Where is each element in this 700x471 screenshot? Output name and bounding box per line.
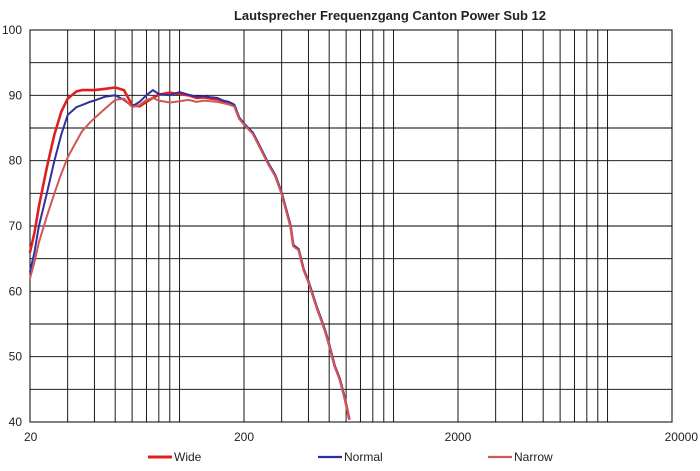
series-line-narrow [29, 96, 351, 420]
legend: Wide Normal Narrow [148, 450, 553, 464]
plot-area [29, 29, 673, 423]
y-tick-label: 40 [9, 415, 23, 429]
x-axis-ticks: 20 200 2000 20000 [24, 430, 698, 444]
x-tick-label: 20 [24, 430, 38, 444]
grid-layer [30, 30, 672, 422]
y-tick-label: 50 [9, 350, 23, 364]
chart-title: Lautsprecher Frequenzgang Canton Power S… [234, 8, 546, 23]
x-tick-label: 200 [234, 430, 254, 444]
y-tick-label: 60 [9, 284, 23, 298]
legend-label-wide: Wide [174, 450, 202, 464]
y-tick-label: 80 [9, 154, 23, 168]
y-tick-label: 100 [2, 23, 22, 37]
x-tick-label: 20000 [665, 430, 699, 444]
legend-label-normal: Normal [344, 450, 383, 464]
y-tick-label: 90 [9, 88, 23, 102]
legend-label-narrow: Narrow [514, 450, 553, 464]
y-tick-label: 70 [9, 219, 23, 233]
x-tick-label: 2000 [445, 430, 472, 444]
y-axis-ticks: 100 90 80 70 60 50 40 [2, 23, 22, 429]
series-layer [28, 86, 351, 421]
